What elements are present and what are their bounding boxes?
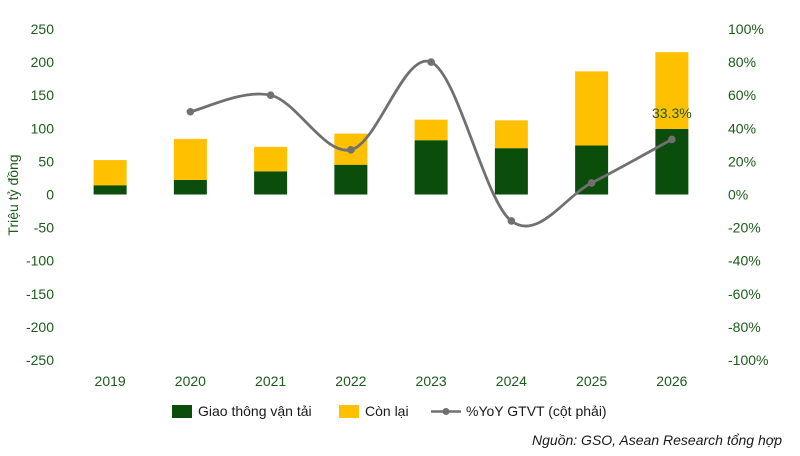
x-tick-label: 2022 — [335, 373, 366, 389]
y-tick-label: 0 — [46, 187, 54, 203]
left-axis-ticks: 250 200 150 100 50 0 -50 -100 -150 -200 -250 — [26, 21, 54, 368]
x-tick-label: 2020 — [175, 373, 206, 389]
x-tick-label: 2023 — [416, 373, 447, 389]
y-tick-label: 200 — [31, 54, 55, 70]
bar-transport-2022 — [334, 164, 368, 195]
bar-transport-2020 — [173, 179, 207, 195]
bar-other-2020 — [173, 138, 207, 180]
yoy-point — [587, 179, 596, 187]
y-tick-label: -100 — [26, 253, 54, 269]
yoy-point — [186, 107, 195, 116]
legend-label-other: Còn lại — [365, 403, 409, 419]
y-tick-label: 100 — [31, 120, 55, 136]
annotation-label: 33.3% — [652, 105, 692, 121]
yoy-point — [668, 135, 676, 144]
legend-label-transport: Giao thông vận tải — [198, 403, 312, 419]
right-axis-ticks: 100% 80% 60% 40% 20% 0% -20% -40% -60% -80% -100% — [728, 21, 768, 368]
x-tick-label: 2026 — [656, 373, 687, 389]
bar-other-2019 — [93, 160, 127, 186]
bar-other-2026 — [655, 52, 689, 129]
yoy-point — [427, 58, 435, 66]
y2-tick-label: -100% — [728, 352, 768, 368]
source-note: Nguồn: GSO, Asean Research tổng hợp — [532, 432, 782, 448]
x-tick-label: 2019 — [95, 373, 126, 389]
bar-other-2024 — [494, 120, 528, 149]
bar-transport-2023 — [414, 140, 448, 195]
category-labels: 2019 2020 2021 2022 2023 2024 2025 2026 — [95, 373, 688, 389]
y2-tick-label: 60% — [728, 87, 756, 103]
legend-label-yoy: %YoY GTVT (cột phải) — [466, 403, 607, 419]
yoy-point — [507, 217, 516, 225]
y-tick-label: -150 — [26, 286, 54, 302]
y-tick-label: 50 — [38, 153, 54, 169]
bar-transport-2021 — [254, 171, 288, 195]
yoy-point — [266, 91, 275, 99]
y2-tick-label: 0% — [728, 187, 748, 203]
y-tick-label: -200 — [26, 319, 54, 335]
bar-other-2025 — [575, 71, 609, 146]
x-tick-label: 2021 — [255, 373, 286, 389]
y-tick-label: -50 — [34, 220, 54, 236]
bar-other-2023 — [414, 119, 448, 141]
y-tick-label: -250 — [26, 352, 54, 368]
y2-tick-label: 40% — [728, 120, 756, 136]
bars — [93, 52, 689, 195]
x-tick-label: 2024 — [496, 373, 527, 389]
y-tick-label: 250 — [31, 21, 55, 37]
bar-transport-2025 — [575, 145, 609, 195]
y2-tick-label: -60% — [728, 286, 761, 302]
y-tick-label: 150 — [31, 87, 55, 103]
bar-transport-2024 — [494, 148, 528, 195]
y2-tick-label: 100% — [728, 21, 764, 37]
yoy-point — [347, 146, 355, 154]
y2-tick-label: -40% — [728, 253, 761, 269]
bar-transport-2019 — [93, 185, 127, 195]
legend-swatch-transport — [172, 405, 192, 418]
y2-tick-label: -80% — [728, 319, 761, 335]
y2-tick-label: 20% — [728, 153, 756, 169]
legend-swatch-other — [339, 405, 359, 418]
y2-tick-label: 80% — [728, 54, 756, 70]
y2-tick-label: -20% — [728, 220, 761, 236]
bar-other-2021 — [254, 146, 288, 172]
legend: Giao thông vận tải Còn lại %YoY GTVT (cộ… — [172, 403, 607, 419]
y-axis-title: Triệu tỷ đồng — [5, 154, 21, 235]
x-tick-label: 2025 — [576, 373, 607, 389]
legend-marker-yoy — [442, 408, 450, 415]
yoy-line — [186, 58, 676, 228]
